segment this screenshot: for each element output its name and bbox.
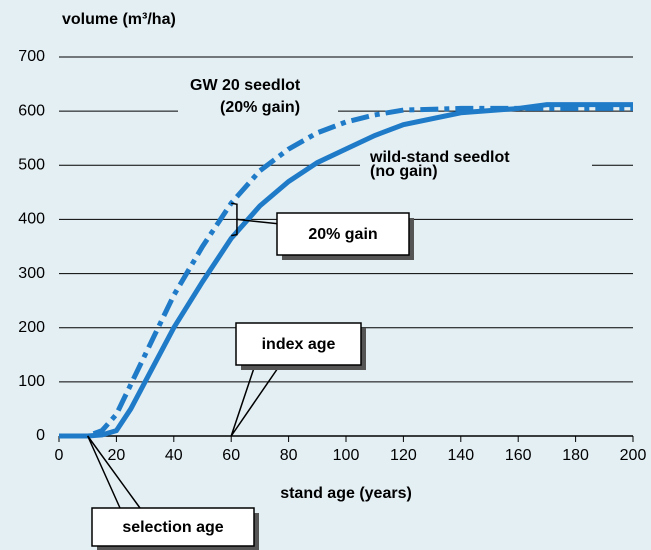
y-tick-label: 200 [18,319,45,336]
annotation: 20% gain [308,226,377,243]
x-tick-label: 20 [108,447,126,464]
label-bg [178,75,338,125]
x-tick-label: 0 [55,447,64,464]
x-tick-label: 40 [165,447,183,464]
callout-pointer [87,435,141,509]
y-tick-label: 500 [18,157,45,174]
x-tick-label: 180 [562,447,589,464]
y-tick-label: 300 [18,265,45,282]
x-tick-label: 100 [333,447,360,464]
series-sublabel: (no gain) [370,163,438,180]
x-tick-label: 60 [222,447,240,464]
label-bg [360,145,592,195]
callout-box [235,322,362,366]
x-tick-label: 200 [620,447,647,464]
callout-box [91,507,255,547]
line-series [59,102,633,439]
y-tick-label: 0 [36,427,45,444]
callout-box [276,212,410,256]
x-tick-label: 80 [280,447,298,464]
y-tick-label: 600 [18,102,45,119]
x-tick-label: 160 [505,447,532,464]
annotation: index age [262,336,336,353]
series-sublabel: (20% gain) [220,99,300,116]
series-label: wild-stand seedlot [369,149,510,166]
y-tick-label: 400 [18,211,45,228]
x-tick-label: 120 [390,447,417,464]
line-series [59,105,633,439]
y-tick-label: 100 [18,373,45,390]
series-label: GW 20 seedlot [190,77,301,94]
annotation: selection age [122,519,223,536]
y-axis-label: volume (m³/ha) [62,11,176,28]
x-axis-label: stand age (years) [280,485,412,502]
y-tick-label: 700 [18,48,45,65]
x-tick-label: 140 [447,447,474,464]
callout-pointer [230,364,281,437]
